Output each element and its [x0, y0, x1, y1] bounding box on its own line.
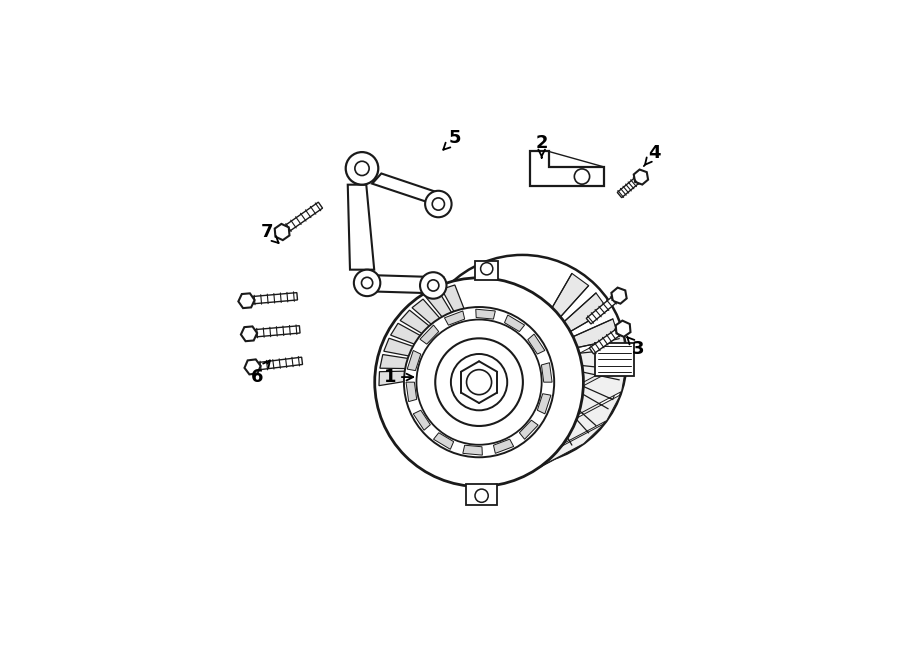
Circle shape: [404, 307, 554, 457]
Circle shape: [417, 319, 542, 445]
Circle shape: [436, 338, 523, 426]
Polygon shape: [252, 357, 302, 371]
Polygon shape: [505, 315, 525, 332]
Text: 4: 4: [644, 144, 661, 166]
Polygon shape: [420, 325, 438, 344]
Polygon shape: [466, 484, 497, 505]
Polygon shape: [579, 363, 626, 414]
Polygon shape: [274, 224, 290, 240]
Polygon shape: [391, 323, 429, 348]
Polygon shape: [442, 285, 468, 321]
Circle shape: [418, 255, 626, 463]
Circle shape: [432, 198, 445, 210]
Circle shape: [346, 152, 378, 184]
Polygon shape: [280, 202, 322, 235]
Circle shape: [574, 169, 590, 184]
Circle shape: [355, 161, 369, 176]
Polygon shape: [560, 293, 608, 336]
Polygon shape: [412, 299, 446, 331]
Circle shape: [425, 191, 452, 217]
Polygon shape: [246, 293, 298, 304]
Circle shape: [481, 262, 493, 275]
Polygon shape: [475, 261, 499, 280]
Circle shape: [362, 278, 373, 288]
Polygon shape: [511, 446, 580, 481]
Polygon shape: [568, 319, 619, 350]
Polygon shape: [476, 309, 495, 319]
Polygon shape: [519, 420, 538, 440]
Polygon shape: [569, 349, 621, 369]
Polygon shape: [557, 384, 608, 426]
Polygon shape: [634, 169, 648, 184]
Circle shape: [420, 272, 446, 299]
Text: 5: 5: [443, 129, 462, 150]
Circle shape: [475, 489, 488, 502]
Polygon shape: [241, 327, 257, 341]
Polygon shape: [493, 439, 514, 453]
Polygon shape: [545, 397, 589, 445]
Polygon shape: [565, 369, 619, 399]
Polygon shape: [586, 293, 621, 324]
Polygon shape: [530, 151, 604, 186]
Polygon shape: [379, 371, 416, 385]
Polygon shape: [611, 288, 626, 303]
Polygon shape: [617, 175, 644, 198]
Polygon shape: [527, 334, 544, 354]
Text: 6: 6: [250, 360, 270, 386]
Circle shape: [466, 369, 491, 395]
Polygon shape: [373, 173, 435, 202]
Polygon shape: [479, 459, 551, 486]
Text: 2: 2: [536, 134, 548, 157]
Polygon shape: [580, 330, 626, 382]
Polygon shape: [248, 326, 300, 338]
Polygon shape: [542, 363, 552, 382]
Polygon shape: [406, 382, 417, 402]
Polygon shape: [445, 311, 464, 325]
Circle shape: [374, 278, 583, 486]
Text: 3: 3: [627, 337, 644, 358]
Polygon shape: [463, 446, 482, 455]
Polygon shape: [434, 433, 454, 449]
Polygon shape: [537, 394, 551, 414]
Circle shape: [428, 280, 439, 291]
Circle shape: [451, 354, 508, 410]
Polygon shape: [413, 410, 430, 430]
Polygon shape: [380, 354, 419, 369]
Polygon shape: [563, 395, 620, 444]
Polygon shape: [359, 275, 444, 293]
Polygon shape: [400, 310, 437, 339]
Polygon shape: [426, 291, 457, 325]
Polygon shape: [540, 424, 605, 467]
Circle shape: [354, 270, 381, 296]
Polygon shape: [383, 338, 423, 358]
Polygon shape: [347, 184, 374, 270]
Polygon shape: [547, 274, 589, 325]
Polygon shape: [238, 293, 255, 308]
Text: 7: 7: [261, 223, 279, 243]
Text: 1: 1: [383, 368, 413, 386]
Polygon shape: [407, 350, 421, 371]
Polygon shape: [245, 360, 261, 374]
Polygon shape: [616, 321, 631, 337]
Polygon shape: [590, 326, 625, 354]
Polygon shape: [596, 342, 634, 376]
